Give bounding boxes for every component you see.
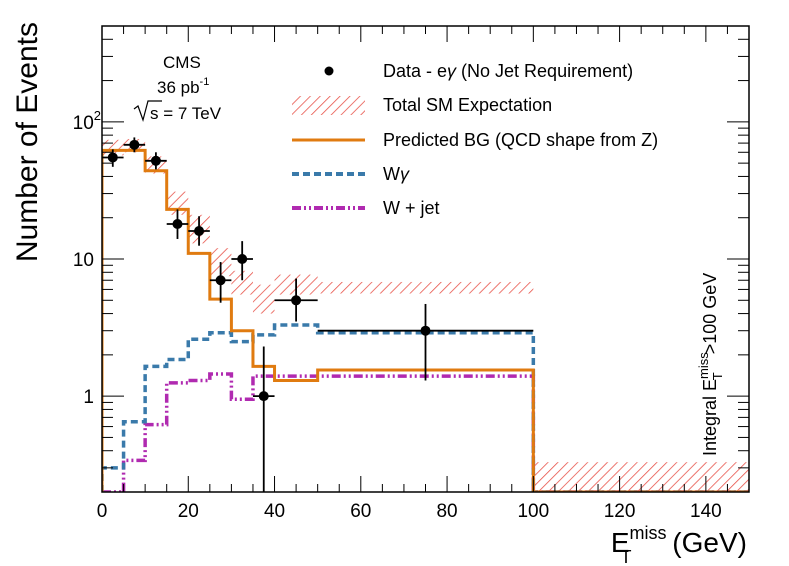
data-marker-9 — [420, 325, 431, 336]
histogram-wjet — [102, 372, 749, 492]
legend-label-data: Data - eγ (No Jet Requirement) — [383, 61, 633, 81]
legend-marker-sm — [292, 96, 365, 115]
x-tick-label-120: 120 — [604, 501, 636, 522]
legend-label-wgamma-greek: γ — [400, 164, 410, 184]
y-tick-label-1: 1 — [83, 387, 94, 408]
x-axis-label-unit: (GeV) — [665, 527, 747, 558]
cms-luminosity: 36 pb-1 — [157, 76, 209, 97]
axis-ticks — [101, 25, 750, 493]
data-marker-0 — [107, 152, 118, 163]
data-points-layer — [102, 137, 534, 492]
cms-energy-suffix: = 7 TeV — [159, 104, 222, 123]
y-tick-label-sup-100: 2 — [94, 108, 101, 123]
sqrt-symbol-icon — [133, 100, 162, 123]
x-tick-label-60: 60 — [350, 501, 371, 522]
data-marker-2 — [150, 155, 161, 166]
x-axis-label-sup: miss — [630, 523, 667, 543]
x-tick-label-40: 40 — [264, 501, 285, 522]
cms-luminosity-value: 36 pb — [157, 78, 200, 97]
side-label-sup: miss — [696, 352, 711, 379]
legend-entry-predicted: Predicted BG (QCD shape from Z) — [292, 130, 658, 150]
data-point-1 — [123, 137, 146, 153]
sm-band-bin-7 — [252, 284, 275, 314]
cms-title: CMS — [163, 53, 201, 72]
data-point-6 — [231, 241, 253, 281]
data-marker-5 — [215, 275, 226, 286]
x-tick-label-100: 100 — [517, 501, 549, 522]
y-tick-label-base-100: 10 — [73, 113, 94, 134]
x-tick-label-0: 0 — [97, 501, 108, 522]
legend-entry-data: Data - eγ (No Jet Requirement) — [324, 61, 633, 81]
y-axis-label: Number of Events — [11, 22, 44, 262]
legend-label-data-suffix: (No Jet Requirement) — [456, 61, 633, 81]
cms-label: CMS 36 pb-1 s = 7 TeV — [133, 53, 222, 123]
data-point-2 — [145, 152, 167, 170]
data-marker-4 — [194, 226, 205, 237]
x-axis-label-sub: T — [621, 547, 632, 566]
y-tick-label-100: 102 — [73, 108, 101, 134]
legend-label-predicted: Predicted BG (QCD shape from Z) — [383, 130, 658, 150]
legend-entry-sm: Total SM Expectation — [292, 95, 552, 115]
side-label-integral: Integral EmissT >100 GeV — [696, 273, 725, 456]
legend-label-data-text: Data - e — [383, 61, 447, 81]
cms-energy: s = 7 TeV — [150, 104, 222, 123]
x-tick-label-80: 80 — [436, 501, 457, 522]
data-marker-8 — [291, 295, 302, 306]
x-axis-label: Emiss T (GeV) — [611, 523, 747, 566]
legend-label-wgamma-text: W — [383, 164, 400, 184]
legend-label-sm: Total SM Expectation — [383, 95, 552, 115]
data-point-8 — [274, 278, 318, 322]
x-axis-label-base: E — [611, 527, 630, 558]
side-label-sub: T — [710, 372, 725, 380]
legend-label-wjet: W + jet — [383, 198, 440, 218]
legend-marker-data — [324, 66, 334, 76]
cms-energy-s: s — [150, 104, 159, 123]
legend-label-wgamma: Wγ — [383, 164, 410, 184]
data-marker-3 — [172, 218, 183, 229]
data-point-5 — [209, 262, 232, 303]
x-tick-label-20: 20 — [178, 501, 199, 522]
side-label-suffix: >100 GeV — [700, 273, 720, 355]
data-point-7 — [252, 346, 275, 492]
data-marker-1 — [129, 139, 140, 150]
legend-label-data-greek: γ — [447, 61, 457, 81]
cms-luminosity-sup: -1 — [200, 76, 210, 88]
data-point-9 — [317, 303, 534, 381]
histogram-wgamma — [102, 323, 749, 492]
data-point-3 — [166, 209, 189, 239]
data-point-4 — [188, 216, 210, 246]
side-label-prefix: Integral E — [700, 379, 720, 456]
x-tick-label-140: 140 — [690, 501, 722, 522]
sm-band-bin-9 — [317, 281, 534, 294]
legend-entry-wjet: W + jet — [292, 198, 440, 218]
sm-band-bin-6 — [231, 270, 253, 295]
legend-entry-wgamma: Wγ — [292, 164, 410, 184]
data-marker-7 — [258, 391, 269, 402]
data-marker-6 — [237, 254, 248, 264]
legend: Data - eγ (No Jet Requirement) Total SM … — [292, 61, 658, 218]
y-tick-label-10: 10 — [73, 250, 94, 271]
data-point-0 — [102, 149, 124, 167]
